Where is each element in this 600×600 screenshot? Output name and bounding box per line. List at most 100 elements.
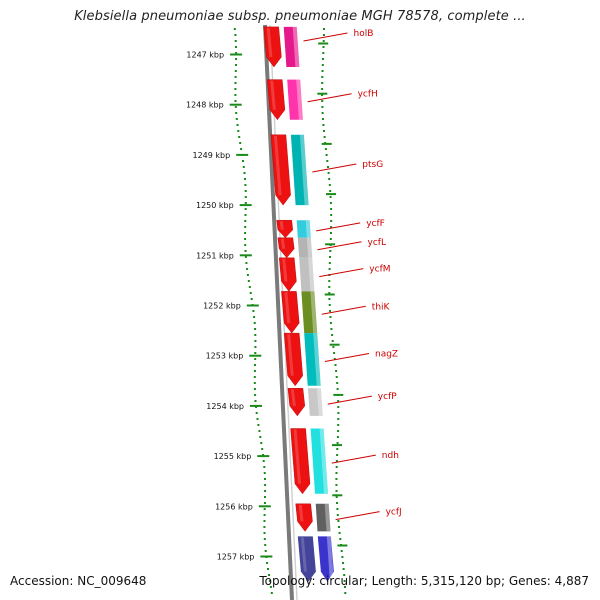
gene-ycfM[interactable] [278, 257, 315, 292]
gc-dot [338, 526, 340, 528]
gc-dot [248, 286, 251, 288]
gc-dot [246, 274, 249, 276]
gc-dot [258, 430, 261, 432]
gc-dot [242, 166, 245, 168]
gene-category-shine [299, 134, 309, 206]
gene-thiK[interactable] [281, 291, 318, 334]
gc-dot [321, 100, 324, 102]
gc-dot [337, 520, 340, 522]
gc-dot [254, 334, 257, 336]
gene-category-shine [319, 428, 328, 494]
gene-arrow-shine [282, 258, 288, 282]
gene-category-shine [310, 291, 318, 334]
gene-category-block [307, 388, 323, 416]
gc-dot [328, 262, 331, 264]
gc-dot [325, 154, 328, 156]
kbp-tick-label: 1255 kbp [214, 452, 252, 461]
gc-content-track-left [233, 28, 273, 594]
gene-category-shine [305, 220, 311, 238]
gene-arrow [287, 388, 306, 417]
accession-text: Accession: NC_009648 [10, 574, 147, 588]
gc-dot [244, 214, 247, 216]
gc-dot [253, 376, 256, 378]
gc-dot [263, 466, 266, 468]
gc-dot [336, 448, 339, 450]
gc-dot [260, 442, 263, 444]
gc-dot [244, 196, 247, 198]
gc-dot [329, 322, 332, 324]
gene-label: ptsG [362, 160, 383, 170]
gene-category-shine [316, 388, 323, 416]
gc-dot [344, 586, 346, 588]
gc-dot [244, 220, 247, 222]
top-margin [0, 0, 600, 22]
gc-dot [234, 40, 237, 42]
gc-dot [331, 334, 334, 336]
gc-dot [263, 508, 266, 510]
gc-dot [337, 406, 340, 408]
gc-dot [329, 190, 332, 192]
gene-ptsG[interactable] [270, 134, 309, 206]
gc-dot [342, 562, 344, 564]
gc-dot [337, 430, 340, 432]
backbone-line [263, 24, 294, 600]
gc-dot [262, 460, 265, 462]
kbp-tick-label: 1249 kbp [192, 151, 230, 160]
gc-dot [263, 514, 266, 516]
gc-dot [268, 580, 271, 582]
gene-track[interactable] [263, 26, 334, 582]
gene-holB[interactable] [263, 26, 300, 68]
gc-dot [263, 472, 266, 474]
gene-label-leader [324, 353, 370, 362]
gene-arrow [270, 134, 291, 206]
gc-dot [327, 166, 329, 168]
gene-category-block [297, 237, 313, 258]
gene-arrow [290, 428, 311, 495]
gc-dot [252, 310, 255, 312]
gene-label: ycfJ [386, 508, 402, 518]
gc-dot [336, 388, 339, 390]
gc-dot [321, 82, 324, 84]
gc-dot [239, 142, 242, 144]
gene-category-block [283, 26, 300, 67]
gc-dot [254, 394, 257, 396]
gene-ycfL[interactable] [277, 237, 313, 259]
gc-dot [236, 124, 239, 126]
gc-dot [329, 256, 331, 258]
gene-arrow-shine [287, 334, 294, 376]
gene-ndh[interactable] [290, 428, 328, 495]
gc-dot [335, 460, 338, 462]
gene-arrow [283, 332, 303, 387]
gc-dot [234, 94, 237, 96]
gene-category-block [296, 220, 311, 238]
gene-ycfF[interactable] [276, 219, 311, 238]
gene-unlabeled[interactable] [297, 536, 334, 582]
gene-arrow-shine [300, 537, 307, 572]
gc-dot [335, 490, 338, 492]
gc-dot [328, 184, 331, 186]
gene-arrow [266, 79, 286, 121]
gene-category-shine [292, 26, 300, 67]
gene-ycfH[interactable] [266, 79, 303, 121]
gc-dot [337, 418, 340, 420]
gene-label: holB [354, 29, 374, 39]
gene-ycfJ[interactable] [295, 503, 331, 532]
gene-label: ycfP [378, 392, 397, 402]
gc-dot [341, 556, 344, 558]
gene-category-block [317, 536, 334, 582]
gc-dot [322, 34, 325, 36]
gene-arrow-shine [284, 292, 291, 324]
gene-label: ycfL [368, 238, 386, 248]
gc-dot [254, 328, 257, 330]
kbp-tick-label: 1257 kbp [217, 553, 255, 562]
gc-dot [270, 592, 273, 594]
gc-dot [238, 136, 241, 138]
gc-dot [323, 28, 325, 30]
gc-dot [244, 238, 247, 240]
gene-ycfP[interactable] [287, 388, 323, 417]
gene-category-shine [324, 503, 331, 532]
gc-dot [235, 64, 237, 66]
gc-dot [254, 358, 257, 360]
gene-nagZ[interactable] [283, 332, 321, 387]
